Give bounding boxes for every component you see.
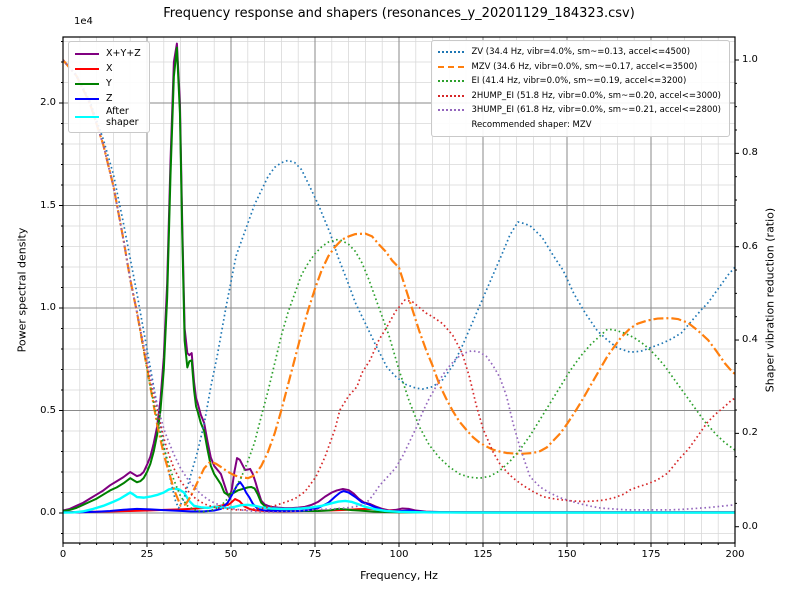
legend-item: MZV (34.6 Hz, vibr=0.0%, sm~=0.17, accel… — [438, 60, 721, 75]
legend-item: EI (41.4 Hz, vibr=0.0%, sm~=0.19, accel<… — [438, 74, 721, 89]
legend-item-label: 3HUMP_EI (61.8 Hz, vibr=0.0%, sm~=0.21, … — [471, 105, 721, 116]
legend-item-label: X — [106, 63, 113, 74]
y-axis-label-right: Shaper vibration reduction (ratio) — [763, 207, 777, 393]
y-axis-multiplier-label: 1e4 — [74, 16, 93, 27]
legend-key-line — [438, 109, 465, 112]
x-tick-label: 25 — [140, 549, 154, 560]
legend-item: X+Y+Z — [75, 46, 141, 61]
legend-item-label: X+Y+Z — [106, 48, 141, 59]
y-right-tick-label: 0.8 — [742, 147, 758, 159]
chart-title: Frequency response and shapers (resonanc… — [163, 6, 635, 21]
y-right-tick-label: 0.4 — [742, 334, 758, 346]
legend-item: 2HUMP_EI (51.8 Hz, vibr=0.0%, sm~=0.20, … — [438, 89, 721, 104]
legend-key-line — [75, 116, 99, 118]
legend-key-line — [75, 52, 99, 55]
x-tick-label: 125 — [473, 549, 493, 560]
legend-item-label: EI (41.4 Hz, vibr=0.0%, sm~=0.19, accel<… — [471, 76, 687, 87]
legend-item-label: 2HUMP_EI (51.8 Hz, vibr=0.0%, sm~=0.20, … — [471, 90, 721, 101]
y-left-tick-label: 0.0 — [40, 507, 56, 518]
legend-key-line — [75, 67, 99, 70]
legend-item-label: ZV (34.4 Hz, vibr=4.0%, sm~=0.13, accel<… — [471, 47, 691, 58]
legend-shapers: ZV (34.4 Hz, vibr=4.0%, sm~=0.13, accel<… — [431, 40, 730, 137]
y-left-tick-label: 1.0 — [40, 302, 56, 313]
y-axis-label-left: Power spectral density — [15, 227, 29, 353]
legend-item-label: Z — [106, 93, 113, 104]
y-right-tick-label: 0.0 — [742, 520, 758, 532]
x-tick-label: 50 — [224, 549, 238, 560]
y-right-tick-label: 0.2 — [742, 427, 758, 439]
legend-item-label: MZV (34.6 Hz, vibr=0.0%, sm~=0.17, accel… — [471, 61, 698, 72]
x-axis-label: Frequency, Hz — [360, 569, 438, 582]
x-tick-label: 175 — [641, 549, 661, 560]
legend-item: Z — [75, 91, 141, 106]
x-tick-label: 75 — [308, 549, 322, 560]
legend-psd: X+Y+Z X Y Z After shaper — [68, 41, 150, 133]
legend-key-line — [75, 97, 99, 100]
legend-item-label: Y — [106, 78, 112, 89]
y-right-tick-label: 1.0 — [742, 54, 758, 65]
x-tick-label: 0 — [59, 549, 67, 560]
legend-item: Y — [75, 76, 141, 91]
legend-item: X — [75, 61, 141, 76]
y-left-tick-label: 0.5 — [40, 404, 56, 416]
legend-item: After shaper — [75, 106, 141, 128]
recommended-shaper-label: Recommended shaper: MZV — [471, 119, 592, 130]
x-tick-label: 100 — [389, 549, 409, 560]
x-tick-label: 200 — [725, 549, 745, 560]
legend-footer: Recommended shaper: MZV — [438, 118, 721, 133]
legend-key-line — [438, 80, 465, 83]
x-tick-label: 150 — [557, 549, 577, 560]
y-right-tick-label: 0.6 — [742, 240, 758, 252]
legend-item-label: After shaper — [106, 106, 139, 128]
legend-key-line — [75, 82, 99, 85]
legend-key-line — [438, 65, 465, 68]
y-left-tick-label: 1.5 — [40, 199, 56, 211]
legend-item: ZV (34.4 Hz, vibr=4.0%, sm~=0.13, accel<… — [438, 45, 721, 60]
legend-key-line — [438, 94, 465, 97]
legend-key-line — [438, 51, 465, 54]
y-left-tick-label: 2.0 — [40, 97, 56, 108]
legend-item: 3HUMP_EI (61.8 Hz, vibr=0.0%, sm~=0.21, … — [438, 103, 721, 118]
